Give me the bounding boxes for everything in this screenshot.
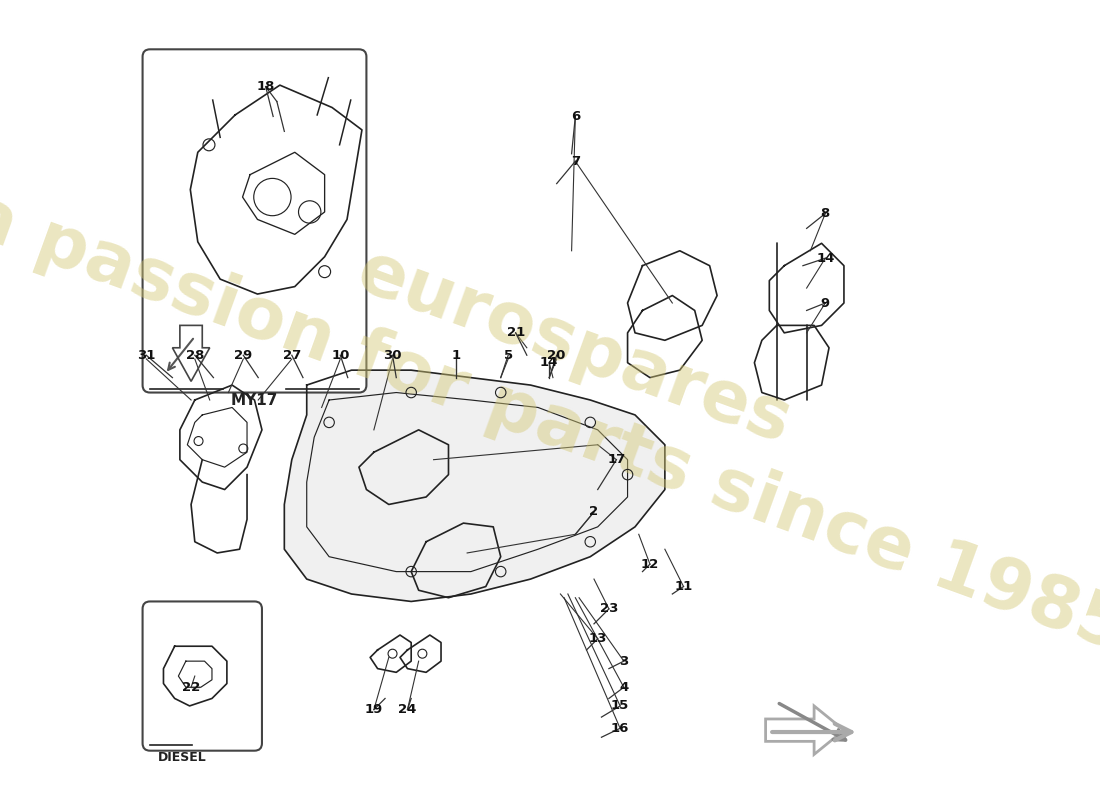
FancyBboxPatch shape [143, 50, 366, 393]
Text: DIESEL: DIESEL [157, 750, 206, 764]
Text: 9: 9 [821, 297, 829, 310]
Text: 28: 28 [186, 349, 204, 362]
Text: 20: 20 [548, 349, 565, 362]
Polygon shape [284, 370, 664, 602]
Text: MY17: MY17 [231, 393, 278, 407]
Text: 30: 30 [383, 349, 402, 362]
Text: 13: 13 [588, 632, 607, 646]
Text: 23: 23 [600, 602, 618, 615]
Text: 8: 8 [821, 207, 829, 220]
Text: 14: 14 [816, 252, 835, 265]
Text: 17: 17 [607, 453, 626, 466]
Text: 16: 16 [610, 722, 629, 735]
Text: 27: 27 [283, 349, 301, 362]
Text: 7: 7 [571, 154, 580, 168]
Text: 2: 2 [590, 506, 598, 518]
Text: 5: 5 [504, 349, 513, 362]
Text: 14: 14 [540, 356, 559, 369]
Text: 15: 15 [610, 699, 629, 713]
Text: eurospares
a passion for parts since 1985: eurospares a passion for parts since 198… [0, 105, 1100, 666]
Text: 11: 11 [674, 580, 693, 593]
Text: 21: 21 [506, 326, 525, 339]
Text: 6: 6 [571, 110, 580, 123]
Text: 24: 24 [398, 703, 417, 716]
Text: 29: 29 [234, 349, 252, 362]
Text: 22: 22 [182, 681, 200, 694]
Text: 19: 19 [365, 703, 383, 716]
Text: 18: 18 [256, 80, 275, 93]
Text: 4: 4 [619, 681, 628, 694]
Text: 31: 31 [138, 349, 155, 362]
Text: 10: 10 [331, 349, 350, 362]
Text: 3: 3 [619, 654, 628, 668]
Text: 1: 1 [451, 349, 461, 362]
Text: 12: 12 [641, 558, 659, 570]
FancyBboxPatch shape [143, 602, 262, 750]
